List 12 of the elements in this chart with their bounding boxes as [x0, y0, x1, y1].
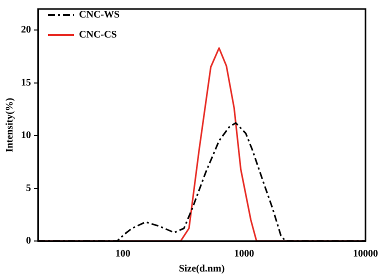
y-tick-label: 0 — [26, 236, 31, 247]
y-tick-label: 10 — [21, 130, 31, 142]
y-tick-label: 5 — [26, 182, 31, 194]
y-tick-label: 20 — [21, 24, 31, 36]
y-axis-title: Intensity(%) — [4, 98, 16, 152]
x-tick-label: 10000 — [353, 248, 378, 260]
x-tick-label: 100 — [115, 248, 130, 260]
x-tick-label: 1000 — [234, 248, 254, 260]
legend-label: CNC-CS — [79, 30, 118, 41]
y-tick-label: 15 — [21, 77, 31, 88]
legend-label: CNC-WS — [79, 10, 120, 21]
x-axis-title: Size(d.nm) — [178, 264, 225, 275]
